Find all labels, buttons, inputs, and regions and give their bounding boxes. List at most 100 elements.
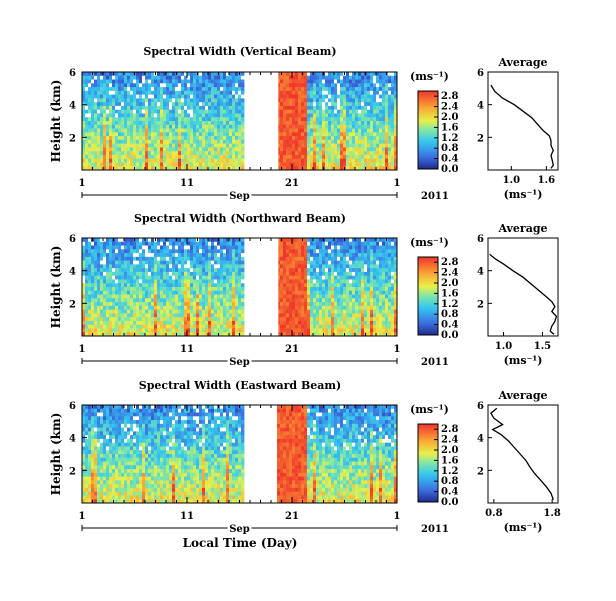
heatmap-cell	[124, 320, 128, 326]
heatmap-cell	[145, 264, 149, 269]
heatmap-cell	[196, 317, 200, 322]
heatmap-cell	[163, 109, 167, 114]
heatmap-cell	[343, 98, 347, 103]
heatmap-cell	[334, 158, 338, 163]
heatmap-cell	[283, 162, 287, 167]
heatmap-cell	[289, 328, 293, 333]
heatmap-cell	[160, 102, 164, 107]
heatmap-cell	[169, 139, 173, 145]
heatmap-cell	[151, 260, 155, 265]
heatmap-cell	[367, 245, 371, 250]
heatmap-cell	[97, 260, 101, 265]
heatmap-cell	[160, 241, 164, 246]
heatmap-cell	[226, 290, 230, 295]
heatmap-cell	[295, 154, 299, 160]
heatmap-cell	[142, 241, 146, 246]
heatmap-cell	[124, 290, 128, 295]
heatmap-cell	[199, 256, 203, 262]
heatmap-cell	[328, 317, 332, 322]
heatmap-cell	[235, 105, 239, 111]
heatmap-cell	[127, 241, 131, 246]
heatmap-cell	[241, 124, 245, 129]
heatmap-cell	[298, 298, 302, 303]
heatmap-cell	[238, 128, 242, 133]
heatmap-cell	[283, 279, 287, 284]
heatmap-cell	[208, 328, 212, 333]
heatmap-cell	[157, 94, 161, 99]
heatmap-cell	[295, 271, 299, 277]
heatmap-cell	[208, 166, 212, 171]
heatmap-cell	[289, 241, 293, 246]
heatmap-cell	[181, 279, 185, 284]
heatmap-cell	[322, 275, 326, 280]
heatmap-cells	[82, 72, 398, 171]
heatmap-cell	[349, 102, 353, 107]
heatmap-cell	[313, 302, 317, 307]
heatmap-cell	[292, 271, 296, 277]
heatmap-cell	[127, 154, 131, 160]
heatmap-cell	[238, 298, 242, 303]
heatmap-cell	[163, 105, 167, 111]
heatmap-cell	[88, 162, 92, 167]
heatmap-cell	[109, 245, 113, 250]
heatmap-cell	[115, 113, 119, 118]
heatmap-cell	[184, 72, 188, 77]
heatmap-cell	[238, 241, 242, 246]
heatmap-cell	[109, 271, 113, 277]
heatmap-cell	[88, 102, 92, 107]
heatmap-cell	[319, 75, 323, 80]
heatmap-cell	[220, 132, 224, 137]
heatmap-cell	[388, 87, 392, 92]
heatmap-cell	[214, 268, 218, 273]
heatmap-cell	[328, 113, 332, 118]
heatmap-cell	[376, 75, 380, 80]
heatmap-cell	[160, 305, 164, 311]
heatmap-cell	[277, 117, 281, 122]
heatmap-cell	[112, 279, 116, 284]
heatmap-cell	[172, 320, 176, 326]
heatmap-cell	[304, 90, 308, 96]
heatmap-cell	[280, 113, 284, 118]
heatmap-cell	[319, 302, 323, 307]
heatmap-cell	[103, 324, 107, 329]
heatmap-cell	[364, 279, 368, 284]
heatmap-cell	[121, 309, 125, 314]
heatmap-cell	[220, 309, 224, 314]
heatmap-cell	[190, 105, 194, 111]
heatmap-cell	[205, 320, 209, 326]
heatmap-cell	[391, 313, 395, 318]
heatmap-cell	[379, 109, 383, 114]
heatmap-cell	[106, 109, 110, 114]
heatmap-cell	[373, 151, 377, 156]
heatmap-cell	[319, 117, 323, 122]
heatmap-cell	[364, 298, 368, 303]
heatmap-cell	[148, 275, 152, 280]
heatmap-cell	[181, 320, 185, 326]
heatmap-cell	[238, 264, 242, 269]
heatmap-cell	[286, 290, 290, 295]
heatmap-cell	[196, 275, 200, 280]
heatmap-cell	[145, 241, 149, 246]
heatmap-cell	[196, 287, 200, 292]
heatmap-cell	[355, 139, 359, 145]
heatmap-cell	[340, 128, 344, 133]
heatmap-cell	[301, 320, 305, 326]
heatmap-cell	[388, 162, 392, 167]
heatmap-cell	[106, 294, 110, 299]
heatmap-cell	[346, 332, 350, 337]
heatmap-cell	[235, 158, 239, 163]
heatmap-cell	[388, 109, 392, 114]
heatmap-cell	[106, 113, 110, 118]
heatmap-cell	[139, 75, 143, 80]
heatmap-cell	[376, 287, 380, 292]
heatmap-cell	[325, 317, 329, 322]
heatmap-cell	[223, 102, 227, 107]
heatmap-cell	[328, 139, 332, 145]
heatmap-cell	[88, 320, 92, 326]
heatmap-cell	[292, 309, 296, 314]
heatmap-cell	[232, 105, 236, 111]
heatmap-cell	[91, 136, 95, 141]
heatmap-cell	[352, 313, 356, 318]
heatmap-cell	[364, 302, 368, 307]
heatmap-cell	[154, 105, 158, 111]
